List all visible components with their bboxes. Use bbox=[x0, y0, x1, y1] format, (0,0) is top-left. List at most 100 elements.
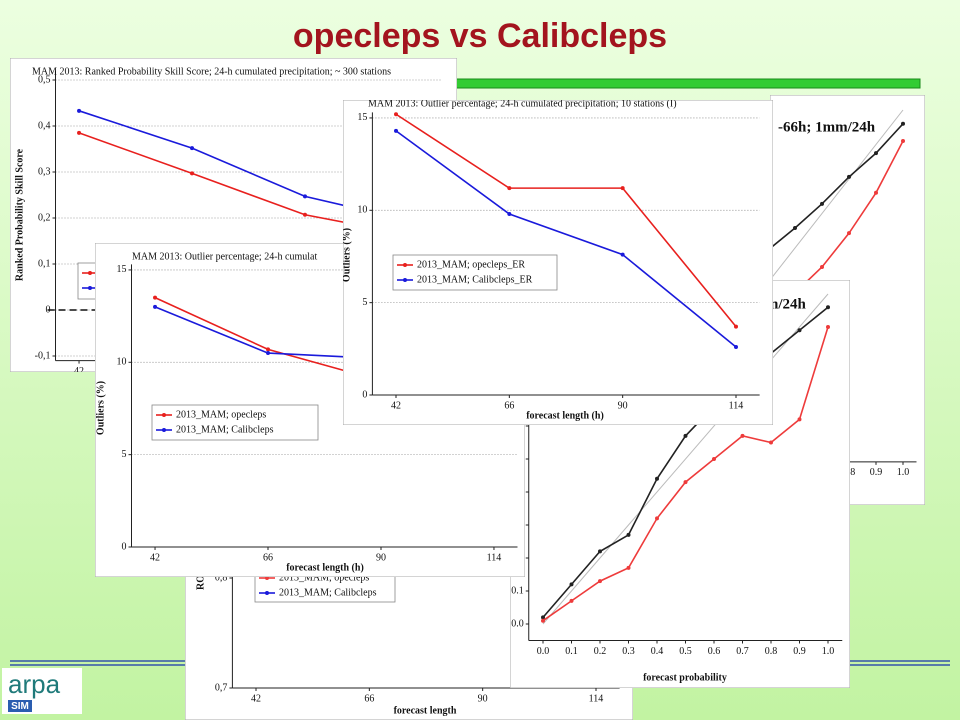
series-line bbox=[770, 123, 904, 250]
y-tick-label: 0,2 bbox=[38, 212, 51, 223]
x-tick-label: 66 bbox=[364, 693, 374, 704]
series-point bbox=[655, 516, 659, 521]
series-point bbox=[733, 324, 738, 329]
y-tick-label: 15 bbox=[357, 112, 367, 123]
series-point bbox=[847, 231, 851, 236]
series-point bbox=[598, 549, 602, 554]
y-tick-label: 0,8 bbox=[215, 572, 228, 583]
x-tick-label: 0.2 bbox=[594, 646, 607, 657]
logo-text: arpa bbox=[8, 669, 61, 699]
series-point bbox=[507, 186, 512, 191]
y-tick-label: 0 bbox=[122, 541, 127, 552]
series-point bbox=[541, 615, 545, 620]
series-point bbox=[77, 130, 82, 135]
x-axis-label: forecast length (h) bbox=[526, 410, 604, 421]
series-point bbox=[769, 440, 773, 445]
series-point bbox=[826, 325, 830, 329]
slide-title: opecleps vs Calibcleps bbox=[293, 17, 667, 55]
series-point bbox=[847, 174, 851, 179]
x-tick-label: 114 bbox=[729, 400, 744, 411]
series-point bbox=[190, 146, 195, 151]
x-axis-label: forecast length bbox=[394, 705, 457, 716]
legend-label: 2013_MAM; opecleps_ER bbox=[417, 259, 525, 270]
legend-marker bbox=[265, 591, 269, 595]
y-axis-label: Outliers (%) bbox=[341, 228, 352, 282]
y-tick-label: 5 bbox=[362, 297, 367, 308]
series-point bbox=[901, 121, 905, 126]
series-point bbox=[740, 433, 745, 438]
chart-panel: 15 10 5 0 42 66 90 114 MAM 2013: Outlier percent… bbox=[341, 98, 773, 425]
legend-marker bbox=[88, 271, 92, 275]
x-tick-label: 0.7 bbox=[736, 646, 749, 657]
chart-title: MAM 2013: Ranked Probability Skill Score… bbox=[32, 66, 391, 77]
x-tick-label: 1.0 bbox=[897, 467, 910, 478]
series-point bbox=[598, 579, 602, 584]
series-point bbox=[620, 252, 625, 257]
series-point bbox=[569, 582, 574, 587]
series-point bbox=[394, 112, 399, 117]
series-point bbox=[901, 139, 905, 144]
legend-box bbox=[392, 254, 558, 291]
legend-label: 2013_MAM; opecleps bbox=[279, 572, 369, 583]
x-axis-label: forecast probability bbox=[643, 672, 727, 683]
x-tick-label: 42 bbox=[74, 366, 84, 377]
series-point bbox=[793, 225, 797, 230]
x-tick-label: 1.0 bbox=[822, 646, 835, 657]
y-tick-label: 0,5 bbox=[38, 74, 51, 85]
y-axis-label: Ranked Probability Skill Score bbox=[14, 148, 25, 281]
series-point bbox=[77, 108, 82, 113]
series-point bbox=[153, 295, 158, 300]
legend-label: 2013_MAM; Calibcleps bbox=[176, 424, 274, 435]
logo: arpa SIM bbox=[2, 668, 82, 714]
series-line bbox=[395, 113, 737, 328]
legend-marker bbox=[162, 428, 166, 432]
series-point bbox=[826, 305, 830, 310]
series-point bbox=[820, 201, 824, 206]
x-tick-label: 0.9 bbox=[870, 467, 883, 478]
legend-label: 2013_MAM; opecleps bbox=[176, 409, 266, 420]
series-point bbox=[712, 457, 716, 461]
x-tick-label: 66 bbox=[263, 552, 273, 563]
y-axis-label: RO bbox=[195, 575, 206, 590]
chart-title: n/24h bbox=[770, 296, 807, 312]
y-tick-label: 0,7 bbox=[215, 682, 228, 693]
title-bar bbox=[454, 78, 921, 89]
x-tick-label: 0.1 bbox=[565, 646, 578, 657]
series-point bbox=[683, 480, 688, 485]
series-point bbox=[507, 211, 512, 216]
y-axis-label: Outliers (%) bbox=[95, 381, 106, 435]
logo-sub: SIM bbox=[11, 701, 29, 712]
x-tick-label: 90 bbox=[618, 400, 628, 411]
legend-marker bbox=[88, 286, 92, 290]
series-point bbox=[620, 186, 625, 191]
series-point bbox=[394, 128, 399, 133]
series-point bbox=[797, 328, 802, 333]
x-tick-label: 0.9 bbox=[793, 646, 806, 657]
y-tick-label: -0,1 bbox=[35, 350, 51, 361]
y-tick-label: 0 bbox=[46, 304, 51, 315]
y-tick-label: 15 bbox=[117, 264, 127, 275]
x-tick-label: 0.3 bbox=[622, 646, 635, 657]
x-tick-label: 0.6 bbox=[708, 646, 721, 657]
x-tick-label: 114 bbox=[589, 693, 604, 704]
legend-box bbox=[151, 404, 319, 441]
x-tick-label: 0.8 bbox=[765, 646, 778, 657]
x-axis-label: forecast length (h) bbox=[286, 562, 364, 573]
chart-title: MAM 2013: Outlier percentage; 24-h cumul… bbox=[132, 251, 317, 262]
series-point bbox=[874, 190, 878, 195]
logo-sub-box bbox=[8, 700, 32, 712]
diagonal-reference bbox=[770, 109, 904, 281]
x-tick-label: 90 bbox=[376, 552, 386, 563]
y-tick-label: 0,4 bbox=[38, 120, 51, 131]
series-point bbox=[683, 433, 688, 438]
chart-title: MAM 2013: Outlier percentage; 24-h cumul… bbox=[368, 98, 677, 109]
series-point bbox=[874, 151, 878, 156]
series-point bbox=[626, 532, 631, 537]
series-point bbox=[302, 212, 307, 217]
x-tick-label: 66 bbox=[504, 400, 514, 411]
series-point bbox=[541, 618, 545, 623]
y-tick-label: 0.1 bbox=[511, 585, 524, 596]
y-tick-label: 0 bbox=[362, 389, 367, 400]
series-point bbox=[302, 194, 307, 199]
